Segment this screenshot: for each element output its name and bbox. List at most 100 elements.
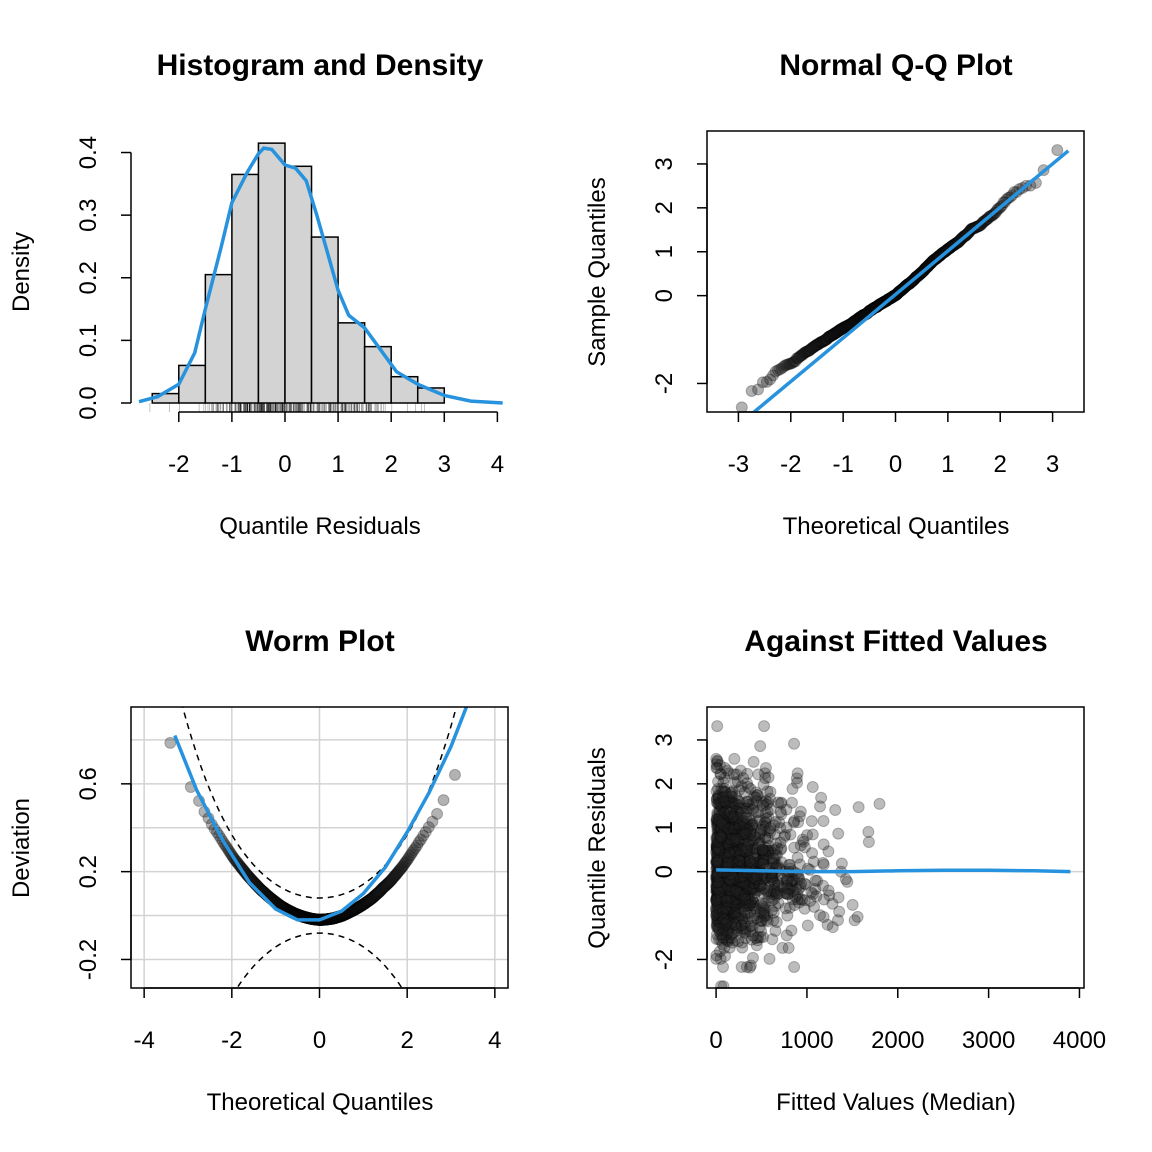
fitted-point bbox=[733, 830, 746, 843]
fitted-point bbox=[715, 928, 728, 941]
fitted-point bbox=[721, 837, 734, 850]
worm-point bbox=[398, 857, 411, 870]
worm-point bbox=[378, 880, 391, 893]
qq-reference-line bbox=[752, 149, 1070, 412]
fitted-point bbox=[711, 849, 724, 862]
fitted-point bbox=[716, 885, 729, 898]
histogram-bar bbox=[337, 322, 366, 404]
fitted-point bbox=[713, 823, 726, 836]
fitted-point bbox=[718, 795, 731, 808]
fitted-point bbox=[715, 889, 728, 902]
fitted-point bbox=[711, 842, 724, 855]
fitted-point bbox=[721, 894, 734, 907]
fitted-point bbox=[713, 805, 726, 818]
fitted-y-tick-label: 0 bbox=[651, 865, 678, 878]
fitted-point bbox=[725, 828, 738, 841]
fitted-point bbox=[712, 834, 725, 847]
qq-point bbox=[798, 346, 811, 359]
fitted-point bbox=[728, 910, 741, 923]
fitted-point bbox=[735, 875, 748, 888]
qq-point bbox=[786, 357, 799, 370]
fitted-point bbox=[738, 917, 751, 930]
worm-point bbox=[405, 848, 418, 861]
fitted-point bbox=[729, 882, 742, 895]
fitted-point bbox=[720, 815, 733, 828]
fitted-point bbox=[719, 876, 732, 889]
worm-point bbox=[347, 904, 360, 917]
fitted-point bbox=[739, 843, 752, 856]
fitted-point bbox=[723, 845, 736, 858]
fitted-point bbox=[712, 877, 725, 890]
fitted-point bbox=[719, 786, 732, 799]
fitted-point bbox=[804, 894, 817, 907]
fitted-point bbox=[744, 878, 757, 891]
fitted-point bbox=[711, 885, 724, 898]
fitted-point bbox=[775, 796, 788, 809]
fitted-point bbox=[717, 904, 730, 917]
fitted-point bbox=[712, 839, 725, 852]
fitted-point bbox=[826, 897, 839, 910]
fitted-point bbox=[725, 901, 738, 914]
fitted-point bbox=[725, 811, 738, 824]
fitted-point bbox=[720, 832, 733, 845]
fitted-point bbox=[719, 795, 732, 808]
fitted-point bbox=[711, 890, 724, 903]
fitted-point bbox=[737, 874, 750, 887]
worm-point bbox=[359, 897, 372, 910]
fitted-point bbox=[716, 871, 729, 884]
fitted-point bbox=[714, 890, 727, 903]
fitted-point bbox=[758, 909, 771, 922]
fitted-point bbox=[717, 920, 730, 933]
fitted-y-tick-label: 2 bbox=[651, 777, 678, 790]
fitted-point bbox=[716, 895, 729, 908]
fitted-point bbox=[715, 893, 728, 906]
fitted-point bbox=[712, 874, 725, 887]
fitted-point bbox=[713, 873, 726, 886]
fitted-point bbox=[719, 884, 732, 897]
fitted-point bbox=[722, 851, 735, 864]
fitted-point bbox=[743, 854, 756, 867]
panel-qq: Normal Q-Q Plot Theoretical Quantiles Sa… bbox=[584, 49, 1085, 540]
fitted-point bbox=[786, 879, 799, 892]
worm-point bbox=[377, 881, 390, 894]
qq-point bbox=[833, 324, 846, 337]
fitted-point bbox=[711, 855, 724, 868]
fitted-point bbox=[721, 764, 734, 777]
fitted-point bbox=[716, 890, 729, 903]
fitted-point bbox=[775, 808, 788, 821]
worm-point bbox=[345, 905, 358, 918]
fitted-point bbox=[746, 902, 759, 915]
fitted-point bbox=[712, 818, 725, 831]
fitted-point bbox=[710, 952, 723, 965]
fitted-point bbox=[757, 796, 770, 809]
fitted-point bbox=[711, 813, 724, 826]
fitted-point bbox=[753, 827, 766, 840]
fitted-point bbox=[720, 790, 733, 803]
fitted-point bbox=[720, 886, 733, 899]
fitted-point bbox=[756, 846, 769, 859]
fitted-point bbox=[780, 821, 793, 834]
fitted-point bbox=[739, 899, 752, 912]
fitted-point bbox=[740, 872, 753, 885]
fitted-point bbox=[739, 817, 752, 830]
fitted-point bbox=[764, 844, 777, 857]
fitted-point bbox=[770, 887, 783, 900]
fitted-point bbox=[737, 882, 750, 895]
fitted-point bbox=[747, 804, 760, 817]
fitted-point bbox=[722, 851, 735, 864]
worm-xlabel: Theoretical Quantiles bbox=[207, 1089, 434, 1116]
fitted-point bbox=[730, 892, 743, 905]
fitted-x-tick-label: 2000 bbox=[871, 1027, 924, 1054]
fitted-point bbox=[714, 900, 727, 913]
fitted-point bbox=[710, 901, 723, 914]
fitted-point bbox=[715, 832, 728, 845]
fitted-point bbox=[745, 819, 758, 832]
fitted-point bbox=[742, 890, 755, 903]
fitted-point bbox=[735, 885, 748, 898]
fitted-point bbox=[723, 931, 736, 944]
fitted-point bbox=[710, 920, 723, 933]
fitted-point bbox=[723, 832, 736, 845]
fitted-point bbox=[727, 811, 740, 824]
fitted-point bbox=[718, 895, 731, 908]
fitted-point bbox=[741, 856, 754, 869]
